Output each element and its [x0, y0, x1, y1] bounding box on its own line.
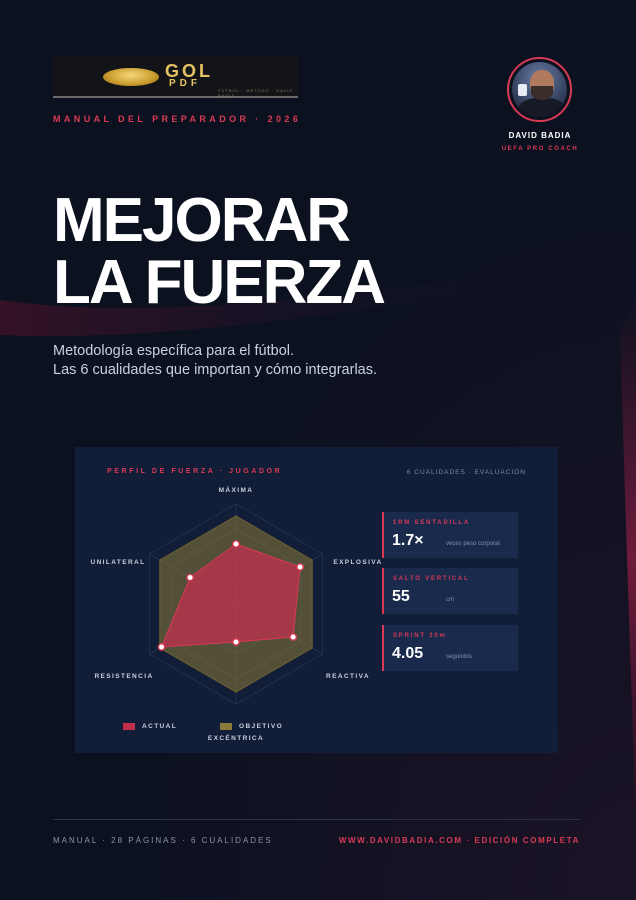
- logo-sub-text: PDF: [169, 78, 201, 89]
- radar-chart: MÁXIMA EXPLOSIVA REACTIVA EXCÉNTRICA RESISTE…: [90, 485, 382, 742]
- radar-point-actual: [157, 643, 166, 651]
- legend-item-actual: ACTUAL: [123, 723, 177, 730]
- coach-role: UEFA PRO COACH: [501, 146, 579, 152]
- logo-main-text: GOL: [165, 61, 213, 81]
- stat-value: 55: [392, 588, 410, 605]
- football-ball-icon: [103, 68, 159, 86]
- footer-website-link[interactable]: WWW.DAVIDBADIA.COM · EDICIÓN COMPLETA: [338, 836, 580, 845]
- radar-axis-label: EXCÉNTRICA: [208, 733, 264, 742]
- subtitle-line-2: Las 6 cualidades que importan y cómo int…: [53, 362, 378, 378]
- strength-profile-card: PERFIL DE FUERZA · JUGADOR 6 CUALIDADES …: [75, 447, 558, 753]
- legend-item-objetivo: OBJETIVO: [220, 723, 283, 730]
- radar-axis-label: REACTIVA: [326, 673, 370, 680]
- radar-point-actual: [232, 540, 240, 548]
- radar-point-actual: [296, 563, 304, 571]
- eyebrow-label: MANUAL DEL PREPARADOR · 2026: [53, 114, 302, 124]
- stat-label: SALTO VERTICAL: [393, 576, 470, 582]
- stat-box-sprint: SPRINT 30m 4.05 segundos: [382, 625, 518, 671]
- gol-pdf-logo: GOL PDF FÚTBOL · MÉTODO · DAVID BADIA: [53, 56, 298, 98]
- page-title: MEJORAR LA FUERZA: [53, 186, 386, 317]
- coach-avatar: [507, 57, 572, 122]
- footer-divider: [53, 819, 580, 820]
- stat-value: 1.7×: [392, 532, 424, 549]
- stat-unit: veces peso corporal: [446, 541, 500, 547]
- legend-label: OBJETIVO: [239, 723, 284, 730]
- footer-left-text: MANUAL · 28 PÁGINAS · 6 CUALIDADES: [53, 836, 273, 845]
- stat-unit: segundos: [446, 654, 473, 660]
- page-subtitle: Metodología específica para el fútbol. L…: [53, 342, 377, 380]
- radar-axis-label: UNILATERAL: [90, 559, 145, 566]
- subtitle-line-1: Metodología específica para el fútbol.: [53, 343, 295, 359]
- radar-axis-label: MÁXIMA: [219, 485, 254, 494]
- card-meta: 6 CUALIDADES · EVALUACIÓN: [406, 469, 526, 476]
- stat-value: 4.05: [392, 645, 424, 662]
- logo-tagline: FÚTBOL · MÉTODO · DAVID BADIA: [218, 88, 294, 98]
- radar-axis-label: EXPLOSIVA: [333, 559, 382, 566]
- legend-swatch-objetivo: [220, 723, 232, 730]
- radar-point-actual: [232, 638, 240, 646]
- stat-label: 1RM SENTADILLA: [393, 520, 471, 526]
- coach-beard-shape: [531, 86, 553, 100]
- league-badge-icon: [518, 84, 527, 96]
- radar-axis-label: RESISTENCIA: [94, 673, 153, 680]
- card-title: PERFIL DE FUERZA · JUGADOR: [107, 468, 283, 475]
- stat-unit: cm: [446, 597, 454, 603]
- radar-point-actual: [186, 573, 195, 582]
- coach-photo: [512, 62, 567, 117]
- radar-point-actual: [289, 633, 298, 641]
- stat-box-squat: 1RM SENTADILLA 1.7× veces peso corporal: [382, 512, 518, 558]
- stat-label: SPRINT 30m: [393, 633, 447, 639]
- stat-box-jump: SALTO VERTICAL 55 cm: [382, 568, 518, 614]
- legend-label: ACTUAL: [142, 723, 178, 730]
- coach-name: DAVID BADIA: [508, 131, 572, 140]
- coach-body-shape: [518, 98, 566, 117]
- legend-swatch-actual: [123, 723, 135, 730]
- title-line-2: LA FUERZA: [53, 248, 386, 317]
- title-line-1: MEJORAR: [53, 186, 351, 255]
